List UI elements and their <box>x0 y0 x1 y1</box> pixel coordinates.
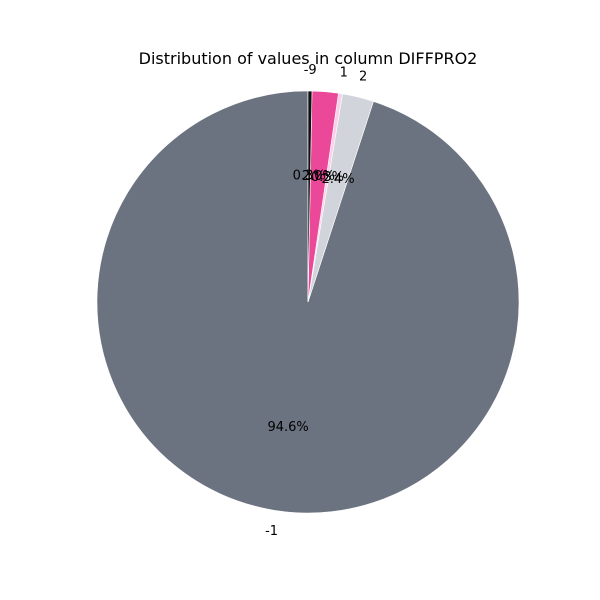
percentage-label: 2.4% <box>322 172 355 187</box>
percentage-label: 94.6% <box>267 420 308 435</box>
slice-label: -9 <box>304 63 317 78</box>
percentage-label: 0.3% <box>293 168 326 183</box>
percentage-labels: 94.6% 2.4%0.3%2.0%0.3% <box>267 168 354 435</box>
pie-slices <box>96 90 520 514</box>
slice-label: 2 <box>359 70 367 85</box>
slice-label: -1 <box>265 524 278 539</box>
percentage-label: 0.3% <box>311 170 344 185</box>
pie-slice--9 <box>307 90 313 303</box>
slice-labels: -1 21 -9 <box>265 63 367 539</box>
slice-label: 1 <box>340 66 348 81</box>
chart-title: Distribution of values in column DIFFPRO… <box>139 49 478 68</box>
percentage-label: 2.0% <box>302 169 335 184</box>
